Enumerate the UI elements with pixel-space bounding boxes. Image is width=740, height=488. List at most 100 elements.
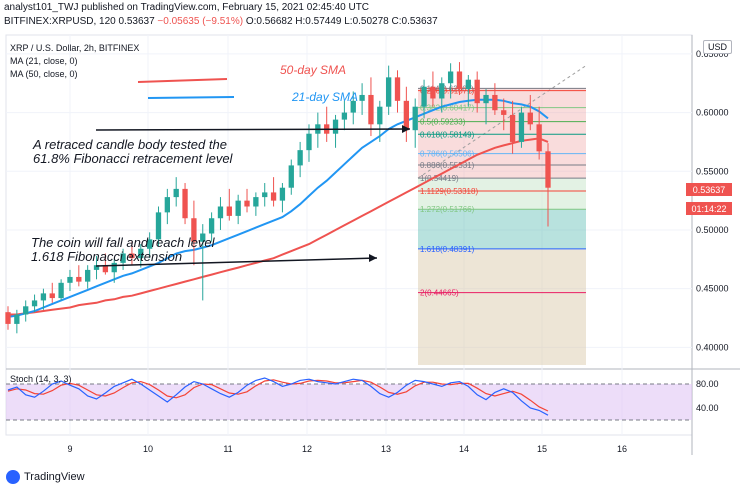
sma21-label: 21-day SMA <box>291 90 358 104</box>
price-tick: 0.40000 <box>696 342 729 352</box>
candle-body <box>465 79 471 90</box>
grid <box>6 35 692 435</box>
fib-level-label: 0.5(0.59233) <box>420 118 466 127</box>
candle-body <box>173 188 179 198</box>
fib-level-label: 1(0.54419) <box>420 174 459 183</box>
price-change: −0.05635 (−9.51%) <box>157 16 244 27</box>
stoch-band <box>6 384 692 420</box>
candle-body <box>235 200 241 216</box>
candle-body <box>146 239 153 249</box>
time-axis: 9 10 11 12 13 14 15 16 <box>67 444 627 454</box>
candle-body <box>447 71 454 84</box>
candle-body <box>138 248 144 259</box>
symbol: BITFINEX:XRPUSD, 120 <box>4 16 116 27</box>
candle-body <box>350 100 356 113</box>
candle-body <box>332 119 339 134</box>
candle-body <box>545 151 551 188</box>
candle-body <box>306 133 312 151</box>
candle-body <box>76 276 82 282</box>
candle-body <box>501 110 507 115</box>
candle-body <box>49 293 55 299</box>
price-tick: 0.45000 <box>696 284 729 294</box>
fib-level-label: 0.236(0.61871) <box>420 87 475 96</box>
sma50-label: 50-day SMA <box>280 63 346 77</box>
stoch-label: Stoch (14, 3, 3) <box>10 374 72 384</box>
fib-level-label: 0.886(0.55531) <box>420 161 475 170</box>
candle-body <box>23 306 29 315</box>
candle-body <box>412 106 418 131</box>
fib-level-label: 2(0.44665) <box>420 289 459 298</box>
note1-line1: A retraced candle body tested the <box>32 137 227 152</box>
candle-body <box>279 187 286 201</box>
candle-body <box>270 192 277 201</box>
candle-body <box>191 218 197 242</box>
stoch-tick: 40.00 <box>696 403 719 413</box>
ma50-path <box>8 137 549 316</box>
fib-level-label: 1.272(0.51766) <box>420 205 475 214</box>
sma50-legend-line <box>137 78 228 83</box>
price-tick: 0.60000 <box>696 108 729 118</box>
candle-body <box>111 262 117 273</box>
note1-arrow <box>95 128 411 131</box>
ma21-path <box>7 98 549 318</box>
symbol-line: BITFINEX:XRPUSD, 120 0.53637 −0.05635 (−… <box>4 16 438 27</box>
candle-body <box>262 192 268 198</box>
ma50-legend: MA (50, close, 0) <box>10 69 78 79</box>
candle-body <box>341 112 348 120</box>
candle-body <box>14 314 20 324</box>
candle-body <box>386 77 392 107</box>
fib-zone-mid <box>418 178 586 210</box>
candle-body <box>288 165 294 188</box>
countdown-value: 01:14:22 <box>691 204 726 214</box>
currency-button[interactable]: USD <box>702 40 732 54</box>
candle-body <box>182 188 188 219</box>
candle-body <box>93 265 100 270</box>
candle-body <box>200 233 206 242</box>
ohlc-values: O:0.56682 H:0.57449 L:0.50278 C:0.53637 <box>245 16 438 27</box>
fibonacci-tool: 0.114(0.62061)0.236(0.61871) 0.382(0.6041… <box>417 65 587 365</box>
stoch-tick: 80.00 <box>696 379 719 389</box>
note1-arrowhead <box>402 125 410 133</box>
candle-body <box>509 114 516 142</box>
tradingview-logo[interactable]: TradingView <box>6 470 85 484</box>
candle-body <box>394 77 401 101</box>
ma21-line <box>7 98 549 318</box>
tradingview-text: TradingView <box>24 471 85 483</box>
candle-body <box>67 276 73 283</box>
candle-body <box>226 206 232 216</box>
time-tick: 14 <box>459 444 469 454</box>
time-tick: 15 <box>537 444 547 454</box>
countdown-tag <box>686 202 732 215</box>
price-tag <box>686 183 732 196</box>
candles <box>5 62 551 334</box>
candle-body <box>421 86 427 107</box>
fib-level-label: 0.618(0.58149) <box>420 130 475 139</box>
candle-body <box>58 282 64 299</box>
fib-zone-upper <box>418 88 586 179</box>
price-tick: 0.55000 <box>696 166 729 176</box>
note2-line1: The coin will fall and reach level <box>31 235 216 250</box>
fib-zone-lower <box>418 248 586 365</box>
legend: XRP / U.S. Dollar, 2h, BITFINEX MA (21, … <box>10 42 139 81</box>
price-axis: 0.650000.600000.550000.500000.450000.400… <box>696 49 729 353</box>
candle-body <box>377 106 383 125</box>
time-tick: 13 <box>381 444 391 454</box>
time-tick: 11 <box>223 444 232 454</box>
candle-body <box>456 71 463 90</box>
candle-body <box>85 269 91 282</box>
fib-level-label: 1.1129(0.53318) <box>420 187 478 196</box>
fib-level-label: 0.786(0.56506) <box>420 150 475 159</box>
note2-arrowhead <box>369 254 377 262</box>
candle-body <box>253 197 259 207</box>
publish-line: analyst101_TWJ published on TradingView.… <box>4 2 370 13</box>
candle-body <box>120 253 126 263</box>
candle-body <box>359 94 365 101</box>
candle-body <box>31 300 38 307</box>
candle-body <box>403 100 410 131</box>
candle-body <box>536 124 542 152</box>
time-tick: 12 <box>302 444 312 454</box>
time-tick: 16 <box>617 444 627 454</box>
fib-level-label: 1.618(0.48391) <box>420 245 475 254</box>
